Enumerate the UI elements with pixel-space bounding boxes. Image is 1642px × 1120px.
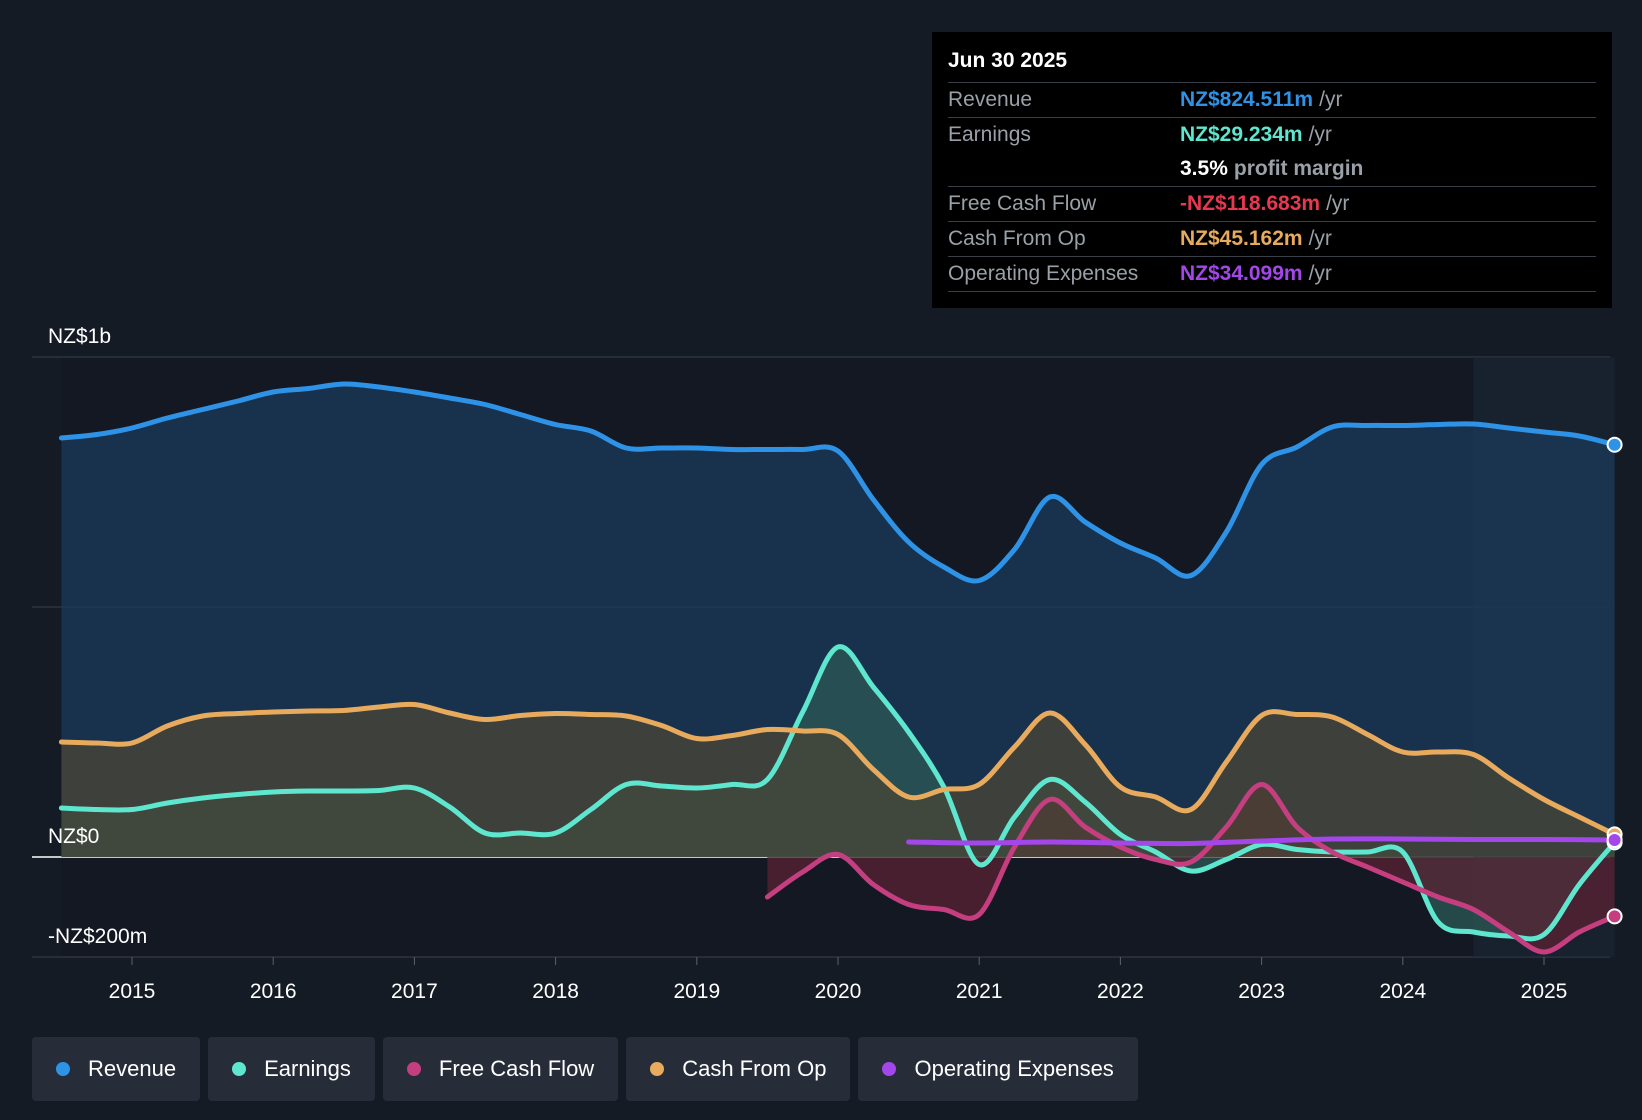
line-operating-expenses	[906, 836, 1618, 847]
x-tick-label: 2017	[391, 980, 438, 1003]
end-marker-operating-expenses	[1606, 831, 1623, 848]
x-tick-label: 2022	[1097, 980, 1144, 1003]
tooltip-unit: /yr	[1308, 123, 1332, 146]
end-marker-free-cash-flow	[1606, 908, 1623, 925]
tooltip-value: NZ$34.099m	[1180, 262, 1303, 285]
area-cash-from-op	[61, 704, 1615, 857]
x-tick-label: 2023	[1238, 980, 1285, 1003]
series-areas	[61, 383, 1615, 952]
tooltip-panel: Jun 30 2025 Revenue NZ$824.511m /yr Earn…	[932, 32, 1612, 308]
line-revenue	[58, 381, 1618, 584]
y-tick-label: -NZ$200m	[48, 925, 147, 948]
tooltip-value: NZ$824.511m	[1180, 88, 1314, 111]
x-tick-label: 2018	[532, 980, 579, 1003]
legend-item-operating-expenses[interactable]: Operating Expenses	[858, 1037, 1138, 1101]
tooltip-label: Earnings	[948, 123, 1031, 146]
line-free-cash-flow	[764, 781, 1618, 955]
legend-dot-icon	[882, 1062, 897, 1076]
legend-label: Operating Expenses	[914, 1056, 1114, 1081]
end-marker-revenue	[1606, 436, 1623, 453]
tooltip-row-margin: 3.5% profit margin	[948, 152, 1596, 187]
tooltip-unit: /yr	[1308, 262, 1332, 285]
line-cash-from-op	[58, 701, 1618, 837]
tooltip-value: 3.5%	[1180, 157, 1228, 180]
tooltip-row-earnings: Earnings NZ$29.234m /yr	[948, 118, 1596, 152]
x-tick-label: 2019	[673, 980, 720, 1003]
legend-label: Revenue	[88, 1056, 177, 1081]
tooltip-unit: profit margin	[1233, 157, 1364, 180]
legend-label: Cash From Op	[682, 1056, 827, 1081]
tooltip-label: Free Cash Flow	[948, 192, 1097, 215]
tooltip-label: Revenue	[948, 88, 1033, 111]
y-tick-label: NZ$0	[48, 825, 99, 848]
tooltip-value: NZ$29.234m	[1180, 123, 1303, 146]
tooltip-label: Cash From Op	[948, 227, 1086, 250]
legend-label: Earnings	[264, 1056, 351, 1081]
x-tick-label: 2015	[109, 980, 156, 1003]
legend-dot-icon	[406, 1062, 421, 1076]
tooltip-value: NZ$45.162m	[1180, 227, 1303, 250]
legend-label: Free Cash Flow	[438, 1056, 595, 1081]
x-tick-label: 2024	[1379, 980, 1426, 1003]
axis-labels: NZ$1b NZ$0 -NZ$200m 2015 2016 2017 2018 2019 202…	[48, 325, 1567, 1003]
x-tick-label: 2025	[1521, 980, 1568, 1003]
legend-dot-icon	[650, 1062, 665, 1076]
legend-dot-icon	[232, 1062, 247, 1076]
tooltip-value: -NZ$118.683m	[1180, 192, 1321, 215]
legend: Revenue Earnings Free Cash Flow Cash Fro…	[32, 1037, 1138, 1101]
tooltip-unit: /yr	[1308, 227, 1332, 250]
end-markers	[1606, 436, 1623, 925]
tooltip-unit: /yr	[1319, 88, 1343, 111]
tooltip-date: Jun 30 2025	[948, 46, 1596, 83]
x-tick-label: 2021	[956, 980, 1003, 1003]
line-earnings	[58, 644, 1618, 942]
y-tick-label: NZ$1b	[48, 325, 111, 348]
legend-item-earnings[interactable]: Earnings	[208, 1037, 375, 1101]
legend-item-free-cash-flow[interactable]: Free Cash Flow	[382, 1037, 619, 1101]
area-free-cash-flow	[767, 784, 1615, 952]
tooltip-label: Operating Expenses	[948, 262, 1139, 285]
tooltip-row-fcf: Free Cash Flow -NZ$118.683m /yr	[948, 187, 1596, 222]
tooltip-label-empty	[948, 152, 1180, 186]
tooltip-row-revenue: Revenue NZ$824.511m /yr	[948, 83, 1596, 118]
x-tick-label: 2020	[815, 980, 862, 1003]
series-lines	[58, 381, 1618, 955]
tooltip-row-opex: Operating Expenses NZ$34.099m /yr	[948, 257, 1596, 292]
legend-item-revenue[interactable]: Revenue	[32, 1037, 201, 1101]
x-tick-label: 2016	[250, 980, 297, 1003]
legend-dot-icon	[56, 1062, 70, 1076]
tooltip-row-cfo: Cash From Op NZ$45.162m /yr	[948, 222, 1596, 257]
legend-item-cash-from-op[interactable]: Cash From Op	[626, 1037, 851, 1101]
tooltip-unit: /yr	[1326, 192, 1350, 215]
